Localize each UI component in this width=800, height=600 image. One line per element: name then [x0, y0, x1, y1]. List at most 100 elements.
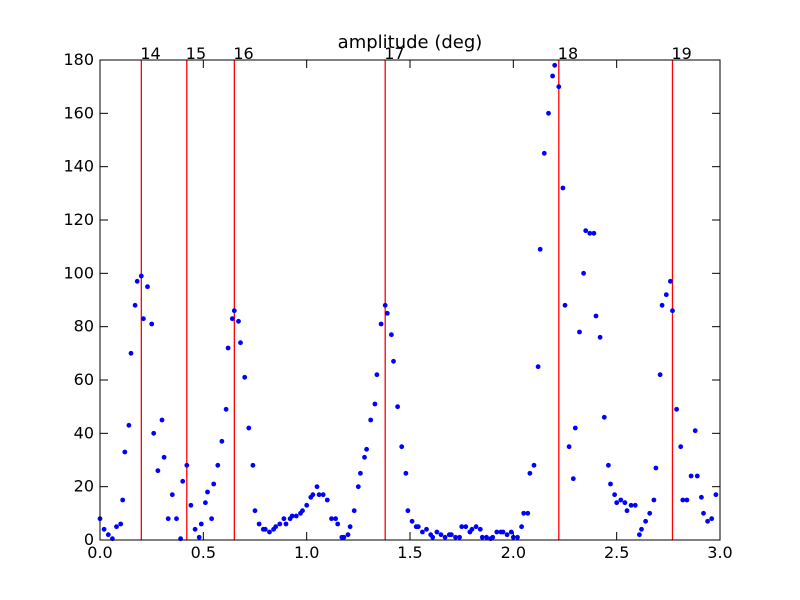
axes: 0.0 0.5 1.0 1.5 2.0 2.5 3.0 0 20 40 60 80 100 120 140 1… [63, 50, 732, 562]
data-point [238, 340, 243, 346]
data-point [256, 521, 262, 527]
data-point [541, 150, 547, 156]
data-point [556, 84, 562, 90]
data-point [205, 489, 210, 495]
data-point [372, 401, 378, 407]
data-point [430, 534, 436, 540]
marker-line-label-19: 19 [671, 44, 691, 63]
data-point [608, 481, 613, 487]
data-point [138, 273, 144, 279]
data-point [345, 532, 351, 538]
data-point [668, 278, 673, 284]
data-point [184, 462, 190, 468]
data-point [577, 329, 582, 335]
data-point [231, 308, 237, 314]
data-point [606, 462, 611, 468]
data-point [515, 534, 520, 540]
data-point [473, 524, 479, 530]
data-point [105, 532, 111, 538]
data-point [316, 492, 322, 498]
data-point [490, 534, 496, 540]
data-point [637, 532, 642, 538]
data-point [149, 321, 155, 327]
data-point [527, 470, 533, 476]
data-point [192, 526, 198, 532]
data-point [463, 524, 469, 530]
data-point [219, 438, 225, 444]
data-point [132, 302, 138, 308]
x-tick-label: 2.5 [604, 543, 629, 562]
marker-line-label-14: 14 [140, 44, 160, 63]
data-point [477, 526, 483, 532]
data-point [550, 73, 555, 79]
data-point [521, 510, 527, 516]
data-point [434, 529, 440, 535]
data-point [364, 446, 369, 452]
y-tick-label: 120 [63, 210, 94, 229]
data-point [242, 374, 248, 380]
marker-line-label-16: 16 [233, 44, 253, 63]
data-point [128, 350, 134, 356]
data-point [494, 529, 500, 535]
data-point [399, 444, 405, 450]
data-point [612, 492, 617, 498]
data-point [229, 316, 235, 322]
data-point [643, 518, 648, 524]
data-point [273, 524, 279, 530]
data-point [209, 516, 215, 522]
data-point [624, 508, 630, 514]
data-point [324, 497, 330, 503]
data-point [688, 473, 694, 479]
data-point [508, 529, 514, 535]
data-point [225, 345, 231, 351]
data-point [281, 516, 287, 522]
y-tick-label: 20 [74, 477, 94, 496]
data-point [552, 62, 558, 68]
data-point [405, 508, 411, 514]
data-point [531, 462, 537, 468]
data-point [277, 521, 283, 527]
data-point [246, 425, 252, 431]
y-tick-label: 60 [74, 370, 94, 389]
data-point [310, 492, 316, 498]
data-point [391, 358, 396, 364]
data-point [151, 430, 157, 436]
data-point [159, 417, 165, 423]
data-point [572, 425, 578, 431]
data-point [678, 444, 684, 450]
data-point [289, 513, 295, 519]
data-point [196, 534, 202, 540]
data-point [546, 110, 551, 116]
data-point [374, 372, 380, 378]
data-point [537, 246, 543, 252]
data-point [457, 534, 462, 540]
data-point [300, 508, 305, 514]
data-point [453, 534, 458, 540]
data-point [362, 454, 367, 460]
y-tick-label: 80 [74, 317, 94, 336]
data-point [252, 508, 258, 514]
data-point [395, 404, 400, 410]
data-point [236, 318, 241, 324]
data-point [347, 524, 353, 530]
data-point [215, 462, 221, 468]
data-point [632, 502, 638, 508]
data-point [188, 502, 194, 508]
y-tick-label: 180 [63, 50, 94, 69]
x-tick-label: 0.5 [191, 543, 216, 562]
data-point [570, 476, 576, 482]
data-point [500, 529, 506, 535]
data-point [692, 428, 698, 434]
data-point [420, 529, 425, 535]
data-point [680, 497, 686, 503]
data-point [479, 534, 485, 540]
data-point [653, 465, 659, 471]
data-point [169, 492, 175, 498]
data-point [293, 513, 299, 519]
data-point [618, 497, 624, 503]
data-point [368, 417, 374, 423]
data-point [651, 497, 657, 503]
data-point [701, 510, 706, 516]
data-point [161, 454, 167, 460]
data-point [415, 524, 421, 530]
